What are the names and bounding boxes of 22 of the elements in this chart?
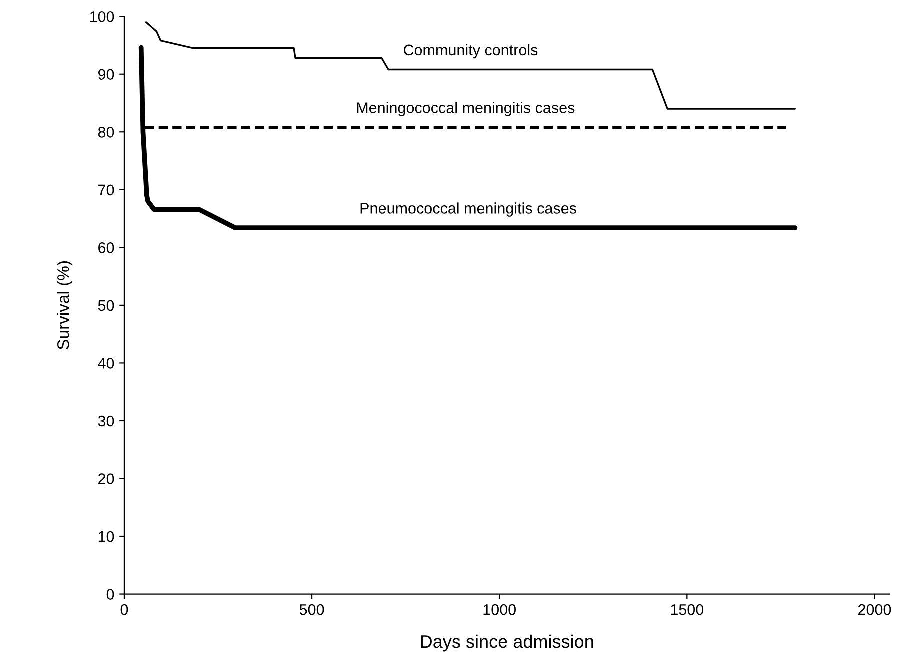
y-tick-label: 50 — [98, 300, 114, 312]
x-tick-label: 1000 — [484, 604, 516, 616]
y-tick-label: 20 — [98, 474, 114, 484]
x-tick-label: 0 — [120, 604, 128, 616]
x-axis-title: Days since admission — [421, 634, 594, 652]
y-tick-label: 30 — [98, 416, 114, 427]
line-series — [138, 45, 798, 230]
x-tick-label: 500 — [300, 604, 324, 616]
y-tick-label: 60 — [98, 242, 114, 254]
y-tick-label: 0 — [106, 589, 114, 600]
y-axis-title: Survival (%) — [57, 262, 73, 350]
y-tick-label: 10 — [98, 531, 114, 542]
y-tick-label: 80 — [98, 127, 114, 138]
series-label: Meningococcal meningitis cases — [357, 102, 575, 116]
x-tick-label: 2000 — [858, 604, 892, 616]
series-label: Pneumococcal meningitis cases — [360, 202, 576, 217]
series-label: Community controls — [404, 44, 538, 59]
y-tick-label: 90 — [98, 69, 114, 80]
x-tick-label: 1500 — [671, 604, 704, 616]
y-tick-label: 100 — [90, 11, 114, 22]
y-tick-label: 40 — [98, 358, 114, 369]
y-tick-label: 70 — [98, 184, 114, 196]
